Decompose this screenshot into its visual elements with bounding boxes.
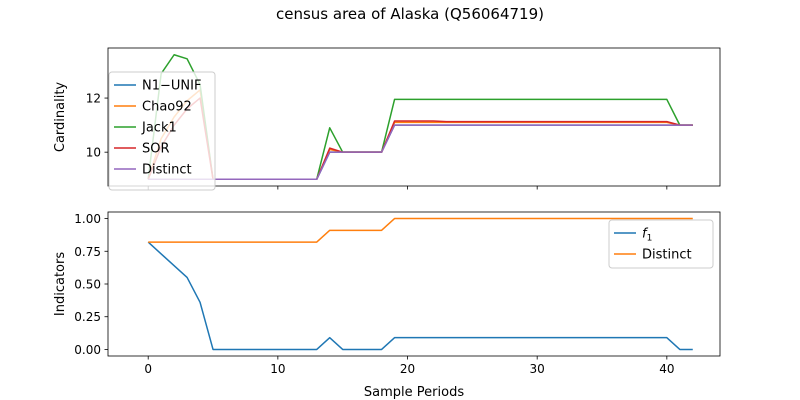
legend: f1 Distinct xyxy=(608,219,714,269)
x-tick-label: 30 xyxy=(530,362,545,376)
y-tick: 0.25 xyxy=(74,310,108,324)
y-tick-label: 10 xyxy=(86,146,101,160)
y-tick: 0.75 xyxy=(74,245,108,259)
x-axis-label: Sample Periods xyxy=(364,385,464,400)
y-tick-label: 12 xyxy=(86,92,101,106)
y-tick-label: 0.75 xyxy=(74,245,101,259)
series-line-distinct xyxy=(148,124,693,180)
x-tick-label: 0 xyxy=(144,362,152,376)
y-tick-label: 1.00 xyxy=(74,212,101,226)
legend-box xyxy=(608,219,714,269)
y-tick: 1.00 xyxy=(74,212,108,226)
legend-entry: Distinct xyxy=(142,163,192,178)
legend-entry: Jack1 xyxy=(141,121,177,136)
y-tick-label: 0.00 xyxy=(74,343,101,357)
y-axis-label: Indicators xyxy=(53,252,68,316)
cardinality-panel: 10 12 Cardinality N1−UNIF Chao92 Jack1 SOR Dist… xyxy=(53,47,721,191)
x-tick-label: 40 xyxy=(659,362,674,376)
x-tick-label: 20 xyxy=(400,362,415,376)
series-line-distinct xyxy=(148,217,693,243)
figure-title: census area of Alaska (Q56064719) xyxy=(276,5,544,23)
series-line-jack1 xyxy=(147,54,693,180)
x-tick: 20 xyxy=(400,356,415,376)
x-tick: 10 xyxy=(270,356,285,376)
x-tick-label: 10 xyxy=(270,362,285,376)
legend-box xyxy=(108,71,216,191)
y-tick: 10 xyxy=(86,146,108,160)
series-line-f1 xyxy=(147,241,693,351)
series-line-chao92 xyxy=(147,89,693,180)
indicators-panel: 0 10 20 30 40 0.00 0.25 0.50 0.75 1.00 Indicators S… xyxy=(53,211,721,400)
y-tick-label: 0.25 xyxy=(74,310,101,324)
axes-frame xyxy=(107,47,721,187)
legend-entry: SOR xyxy=(142,142,170,157)
y-tick: 12 xyxy=(86,92,108,106)
legend-entry: Chao92 xyxy=(142,100,192,115)
y-tick-label: 0.50 xyxy=(74,278,101,292)
legend-entry: Distinct xyxy=(642,248,692,263)
series-line-n1-unif xyxy=(148,124,693,180)
legend-entry: N1−UNIF xyxy=(142,79,201,94)
x-tick: 30 xyxy=(530,356,545,376)
x-tick: 0 xyxy=(144,356,152,376)
legend: N1−UNIF Chao92 Jack1 SOR Distinct xyxy=(108,71,216,191)
y-tick: 0.00 xyxy=(74,343,108,357)
y-axis-label: Cardinality xyxy=(53,82,68,153)
x-tick: 40 xyxy=(659,356,674,376)
series-line-sor xyxy=(147,97,693,180)
legend-entry: f1 xyxy=(642,227,652,244)
y-tick: 0.50 xyxy=(74,278,108,292)
